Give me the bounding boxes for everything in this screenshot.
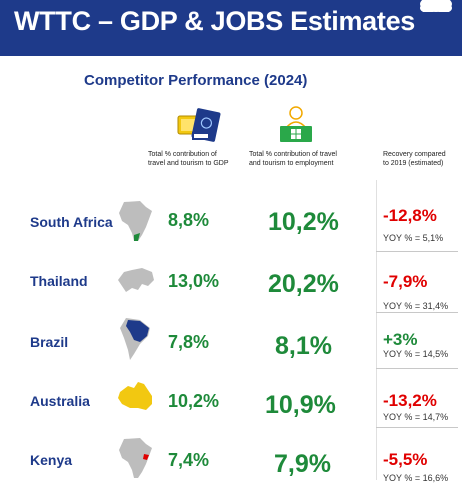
- yoy-value: YOY % = 14,7%: [383, 412, 449, 422]
- gdp-value: 10,2%: [168, 391, 220, 411]
- gdp-header-line1: Total % contribution of: [148, 151, 217, 158]
- country-name: Thailand: [30, 273, 88, 289]
- gdp-header-line2: travel and tourism to GDP: [148, 160, 229, 167]
- recovery-value: -12,8%: [383, 206, 437, 225]
- recovery-column-header: Recovery compared to 2019 (estimated): [383, 150, 446, 168]
- worker-desk-icon: [280, 106, 312, 142]
- employment-header-line1: Total % contribution of travel: [249, 151, 337, 158]
- recovery-value: -13,2%: [383, 391, 437, 410]
- table-row: Thailand 13,0% 20,2% -7,9% YOY % = 31,4%: [0, 256, 462, 311]
- gdp-column-header: Total % contribution of travel and touri…: [148, 150, 229, 168]
- recovery-value: -5,5%: [383, 450, 428, 469]
- table-row: Australia 10,2% 10,9% -13,2% YOY % = 14,…: [0, 374, 462, 424]
- country-name: Brazil: [30, 334, 69, 350]
- page-title: WTTC – GDP & JOBS Estimates: [14, 6, 416, 36]
- gdp-value: 7,4%: [168, 450, 210, 470]
- country-name: Kenya: [30, 452, 73, 468]
- south-america-map-icon: [120, 318, 150, 360]
- table-row: Kenya 7,4% 7,9% -5,5% YOY % = 16,6%: [0, 432, 462, 483]
- recovery-value: +3%: [383, 330, 418, 349]
- employment-value: 10,9%: [265, 391, 336, 419]
- country-name: Australia: [30, 393, 90, 409]
- africa-map-icon: [119, 201, 152, 241]
- employment-value: 20,2%: [268, 270, 339, 298]
- yoy-value: YOY % = 16,6%: [383, 473, 449, 483]
- africa-map-icon: [119, 438, 152, 478]
- gdp-value: 13,0%: [168, 271, 220, 291]
- money-passport-icon: [177, 108, 221, 142]
- employment-value: 7,9%: [274, 450, 331, 478]
- yoy-value: YOY % = 5,1%: [383, 233, 444, 243]
- asia-map-icon: [118, 268, 154, 292]
- title-banner: WTTC – GDP & JOBS Estimates: [0, 0, 462, 56]
- table-row: Brazil 7,8% 8,1% +3% YOY % = 14,5%: [0, 316, 462, 366]
- recovery-column-border: [376, 180, 377, 480]
- cloud-icon: [420, 0, 452, 12]
- employment-value: 8,1%: [275, 332, 332, 360]
- row-divider: [376, 427, 458, 428]
- employment-column-header: Total % contribution of travel and touri…: [249, 150, 337, 168]
- row-divider: [376, 312, 458, 313]
- yoy-value: YOY % = 14,5%: [383, 349, 449, 359]
- section-subtitle: Competitor Performance (2024): [84, 72, 308, 89]
- recovery-header-line2: to 2019 (estimated): [383, 160, 444, 167]
- table-row: South Africa 8,8% 10,2% -12,8% YOY % = 5…: [0, 197, 462, 247]
- recovery-value: -7,9%: [383, 272, 428, 291]
- australia-map-icon: [118, 382, 152, 410]
- gdp-value: 7,8%: [168, 332, 210, 352]
- country-name: South Africa: [30, 214, 113, 230]
- employment-value: 10,2%: [268, 208, 339, 236]
- row-divider: [376, 368, 458, 369]
- recovery-header-line1: Recovery compared: [383, 151, 446, 158]
- yoy-value: YOY % = 31,4%: [383, 301, 449, 311]
- employment-header-line2: and tourism to employment: [249, 160, 334, 167]
- gdp-value: 8,8%: [168, 210, 210, 230]
- row-divider: [376, 251, 458, 252]
